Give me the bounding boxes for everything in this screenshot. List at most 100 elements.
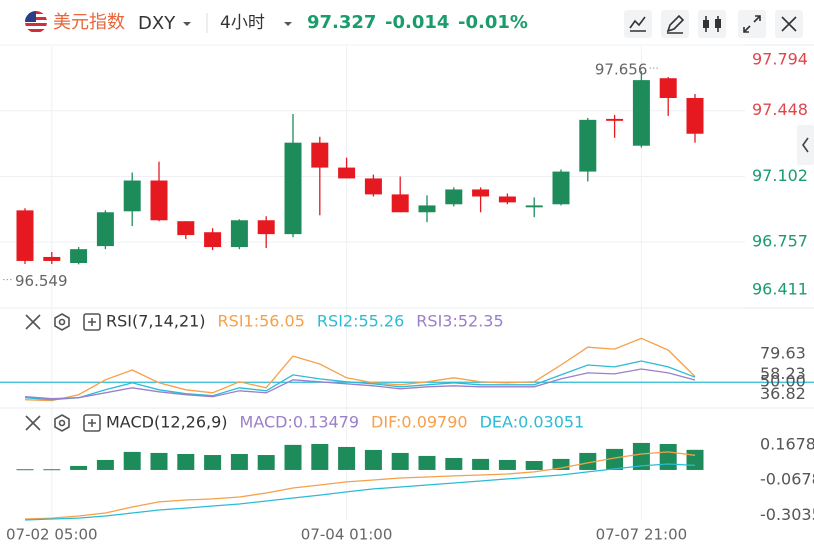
symbol-code[interactable]: DXY [138, 13, 176, 34]
candle-body [338, 167, 356, 179]
side-tab-bg[interactable] [797, 125, 814, 165]
candle-icon-body [703, 20, 709, 28]
indicator-line [24, 368, 696, 400]
indicator-line [24, 360, 696, 401]
legend-entry: DEA:0.03051 [480, 413, 585, 432]
change: -0.014 [385, 12, 449, 33]
x-tick-label: 07-02 05:00 [6, 526, 98, 544]
histogram-bar [686, 449, 704, 470]
min-price-label: 96.549 [15, 272, 68, 290]
candle-body [364, 178, 382, 195]
side-tab[interactable] [797, 125, 814, 165]
y-tick-label: 96.757 [752, 232, 808, 251]
expand-plus [88, 318, 96, 326]
legend-entry: DIF:0.09790 [371, 413, 468, 432]
legend-entry: MACD:0.13479 [240, 413, 360, 432]
expand-plus [88, 419, 96, 427]
flag-icon [25, 11, 47, 33]
candle-body [43, 256, 61, 261]
histogram-bar [391, 452, 409, 470]
settings-icon-dot [58, 419, 66, 427]
candle-body [418, 205, 436, 213]
y-tick-label: 97.102 [752, 166, 808, 185]
settings-icon[interactable] [54, 313, 70, 331]
histogram-bar [364, 449, 382, 470]
histogram-bar [606, 448, 624, 470]
y-tick-label: 50.00 [760, 372, 806, 391]
indicator-line [24, 451, 696, 520]
price: 97.327 [307, 12, 376, 33]
legend-entry: RSI2:55.26 [317, 312, 404, 331]
rsi-controls [25, 313, 101, 331]
legend-entry: RSI3:52.35 [416, 312, 503, 331]
candle-body [632, 80, 650, 146]
candle-icon-body [715, 19, 721, 28]
candle-body [686, 97, 704, 134]
histogram-bar [525, 461, 543, 470]
draw-icon [666, 14, 685, 34]
x-tick-label: 07-07 21:00 [596, 526, 688, 544]
interval[interactable]: 4小时 [220, 13, 265, 33]
histogram-bar [338, 446, 356, 470]
toolbar [624, 10, 803, 38]
y-tick-label: 36.82 [760, 384, 806, 403]
expand-icon[interactable] [83, 414, 101, 432]
y-tick-label: 97.794 [752, 50, 808, 69]
candle-body [606, 118, 624, 121]
candle-body [204, 232, 222, 248]
candle-body [150, 180, 168, 221]
candle-body [123, 180, 141, 212]
macd-controls [25, 414, 101, 432]
y-tick-label: 79.63 [760, 344, 806, 363]
close-icon [781, 16, 797, 32]
fullscreen-button[interactable] [738, 10, 766, 38]
x-tick-label: 07-04 01:00 [301, 526, 393, 544]
remove-icon[interactable] [25, 415, 41, 431]
legend-entry: RSI1:56.05 [218, 312, 305, 331]
dropdown-caret[interactable] [183, 22, 191, 26]
histogram-bar [43, 469, 61, 471]
candle-body [391, 194, 409, 213]
change-percent: -0.01% [458, 12, 528, 33]
y-tick-label: 58.23 [760, 364, 806, 383]
indicator-line [24, 463, 696, 521]
chart-type-button[interactable] [698, 10, 726, 38]
candle-body [284, 142, 302, 235]
y-tick-label: 97.448 [752, 100, 808, 119]
candle-body [472, 189, 490, 197]
histogram-bar [445, 458, 463, 470]
histogram-bar [204, 455, 222, 470]
histogram-bar [311, 443, 329, 470]
candle-body [70, 249, 88, 264]
histogram-bar [123, 451, 141, 470]
max-price-label: 97.656 [595, 61, 648, 79]
histogram-bar [96, 459, 114, 470]
remove-icon[interactable] [25, 314, 41, 330]
histogram-bar [418, 455, 436, 470]
histogram-bar [16, 469, 34, 471]
histogram-bar [659, 443, 677, 470]
candle-body [230, 220, 248, 248]
settings-icon[interactable] [54, 414, 70, 432]
y-tick-label: -0.06785 [760, 470, 814, 489]
expand-icon[interactable] [83, 313, 101, 331]
side-tab-arrow [802, 137, 809, 153]
histogram-bar [284, 444, 302, 470]
fullscreen-icon [743, 15, 761, 33]
candle-body [257, 220, 275, 235]
candle-body [659, 78, 677, 98]
dropdown-caret[interactable] [284, 22, 292, 26]
histogram-bar [498, 459, 516, 470]
histogram-bar [230, 453, 248, 470]
histogram-bar [552, 458, 570, 470]
candle-body [525, 205, 543, 208]
candle-body [16, 210, 34, 261]
indicator-line [24, 337, 696, 402]
histogram-bar [632, 442, 650, 470]
macd-title: MACD(12,26,9) [106, 413, 228, 432]
histogram-bar [257, 455, 275, 470]
candle-body [445, 189, 463, 205]
histogram-bar [579, 452, 597, 470]
symbol-name[interactable]: 美元指数 [53, 12, 125, 33]
